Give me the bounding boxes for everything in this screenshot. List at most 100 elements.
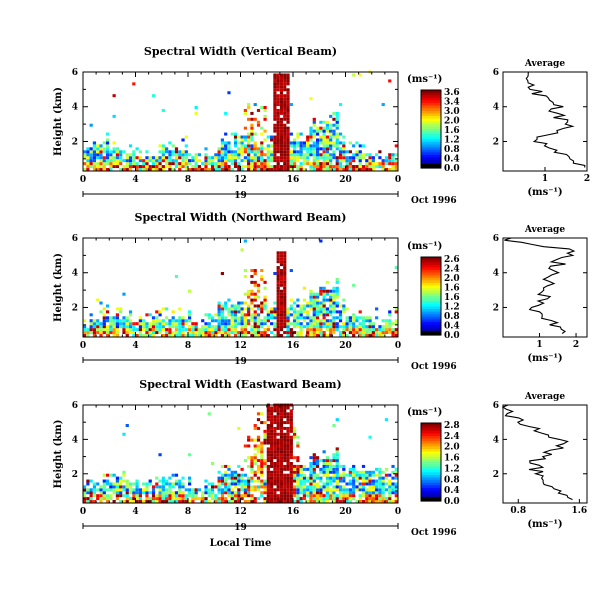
heatmap-cell — [109, 482, 113, 486]
heatmap-cell — [270, 453, 274, 457]
heatmap-cell — [394, 470, 398, 474]
x-axis-label: Local Time — [210, 538, 272, 549]
colorbar-tick-label: 0.4 — [444, 155, 460, 165]
heatmap-cell — [96, 144, 100, 148]
heatmap-cell — [83, 485, 87, 489]
heatmap-cell — [276, 418, 280, 422]
heatmap-cell — [178, 325, 182, 329]
colorbar-swatch — [421, 116, 441, 120]
heatmap-cell — [391, 331, 395, 335]
heatmap-cell — [227, 325, 231, 329]
heatmap-cell — [201, 500, 205, 503]
heatmap-cell — [296, 316, 300, 320]
heatmap-cell — [266, 328, 270, 332]
heatmap-cell — [220, 144, 225, 148]
heatmap-cell — [194, 165, 198, 169]
heatmap-cell — [296, 485, 300, 489]
heatmap-cell — [132, 482, 136, 486]
heatmap-cell — [253, 117, 257, 121]
heatmap-cell — [174, 325, 179, 329]
heatmap-cell — [325, 319, 330, 323]
heatmap-cell — [201, 325, 205, 329]
heatmap-cell — [151, 328, 156, 332]
colorbar-tick-label: 1.2 — [444, 303, 460, 313]
heatmap-cell — [158, 319, 162, 323]
heatmap-cell — [332, 286, 336, 290]
heatmap-cell — [335, 289, 339, 293]
heatmap-cell — [217, 156, 221, 160]
heatmap-cell — [322, 159, 326, 163]
heatmap-cell — [279, 482, 284, 486]
heatmap-cell — [348, 150, 352, 154]
heatmap-cell — [329, 292, 333, 296]
heatmap-cell — [161, 494, 165, 498]
heatmap-cell — [240, 138, 244, 142]
heatmap-cell — [92, 153, 97, 157]
x-tick-label: 0 — [395, 507, 401, 517]
heatmap-cell — [230, 310, 234, 314]
heatmap-cell — [125, 325, 129, 329]
heatmap-cell — [342, 298, 346, 302]
heatmap-cell — [309, 165, 313, 169]
heatmap-cell — [279, 150, 284, 154]
heatmap-cell — [279, 271, 284, 275]
heatmap-cell — [365, 488, 369, 492]
heatmap-cell — [348, 162, 352, 166]
heatmap-cell — [135, 491, 139, 495]
heatmap-cell — [181, 497, 185, 501]
heatmap-cell — [322, 141, 326, 145]
heatmap-cell — [286, 432, 290, 436]
heatmap-cell — [358, 144, 362, 148]
heatmap-cell — [276, 114, 280, 118]
heatmap-cell — [178, 162, 182, 166]
heatmap-cell — [233, 316, 238, 320]
heatmap-cell — [148, 322, 152, 326]
heatmap-cell — [266, 135, 270, 139]
heatmap-cell — [171, 473, 175, 477]
heatmap-cell — [345, 307, 349, 311]
heatmap-cell — [273, 150, 277, 154]
heatmap-cell — [89, 500, 93, 503]
heatmap-cell — [375, 500, 379, 503]
heatmap-cell — [184, 334, 188, 337]
heatmap-cell — [391, 156, 395, 160]
heatmap-cell — [125, 479, 129, 483]
heatmap-cell — [270, 426, 274, 430]
heatmap-cell — [306, 476, 310, 480]
heatmap-cell — [125, 500, 129, 503]
heatmap-cell — [243, 444, 247, 448]
heatmap-cell — [325, 467, 330, 471]
heatmap-cell — [217, 331, 221, 335]
heatmap-cell — [345, 165, 349, 169]
heatmap-cell — [315, 126, 320, 130]
heatmap-cell — [217, 165, 221, 169]
heatmap-cell — [243, 292, 247, 296]
heatmap-cell — [102, 494, 106, 498]
heatmap-cell — [105, 147, 110, 151]
heatmap-cell — [250, 117, 254, 121]
heatmap-cell — [361, 479, 366, 483]
heatmap-cell — [342, 147, 346, 151]
heatmap-cell — [391, 334, 395, 337]
heatmap-cell — [171, 150, 175, 154]
heatmap-cell — [286, 325, 290, 329]
heatmap-cell — [352, 322, 356, 326]
heatmap-cell — [286, 429, 290, 433]
heatmap-cell — [371, 491, 375, 495]
heatmap-cell — [299, 144, 303, 148]
heatmap-cell — [293, 467, 297, 471]
heatmap-cell — [102, 159, 106, 163]
heatmap-cell — [178, 168, 182, 171]
heatmap-cell — [335, 120, 339, 124]
heatmap-cell — [109, 494, 113, 498]
heatmap-cell — [394, 266, 398, 270]
heatmap-cell — [99, 165, 103, 169]
heatmap-cell — [279, 473, 284, 477]
heatmap-cell — [342, 168, 346, 171]
heatmap-cell — [112, 482, 116, 486]
heatmap-cell — [217, 159, 221, 163]
colorbar-swatch — [421, 319, 441, 323]
y-tick-label: 6 — [72, 68, 78, 78]
heatmap-cell — [125, 316, 129, 320]
heatmap-cell — [361, 331, 366, 335]
